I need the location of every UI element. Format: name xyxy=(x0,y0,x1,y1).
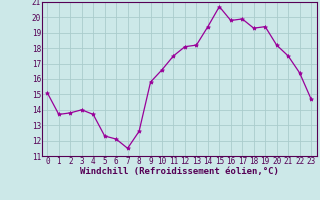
X-axis label: Windchill (Refroidissement éolien,°C): Windchill (Refroidissement éolien,°C) xyxy=(80,167,279,176)
